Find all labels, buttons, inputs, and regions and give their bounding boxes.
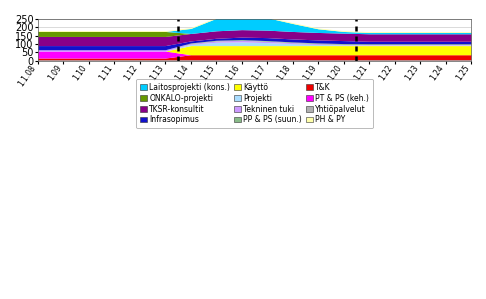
Legend: Laitosprojekti (kons.), ONKALO-projekti, TKSR-konsultit, Infrasopimus, Käyttö, P: Laitosprojekti (kons.), ONKALO-projekti,… — [136, 79, 373, 128]
